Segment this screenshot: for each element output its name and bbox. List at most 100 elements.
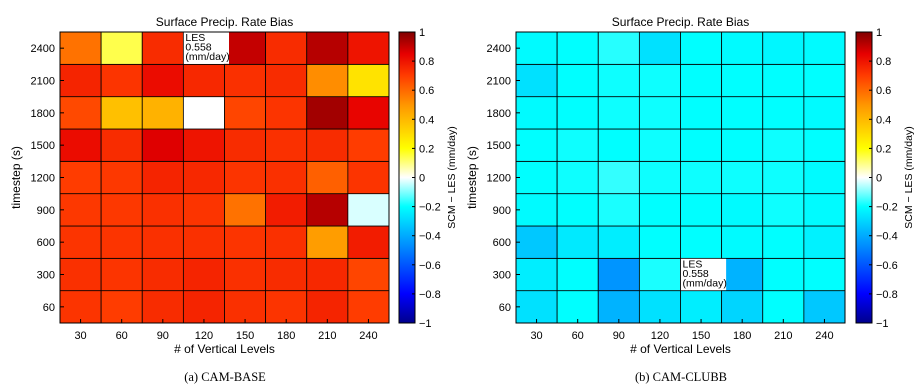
heatmap-cell	[59, 96, 102, 130]
heatmap-cell	[141, 31, 184, 65]
heatmap-cell	[638, 31, 681, 65]
annotation-line: 0.558	[683, 268, 709, 280]
heatmap-cell	[141, 290, 184, 324]
heatmap-cell	[803, 128, 846, 162]
heatmap-cell	[347, 193, 390, 227]
heatmap-cell	[680, 128, 723, 162]
colorbar-tick-label: −1	[876, 318, 889, 330]
heatmap-cell	[347, 96, 390, 130]
x-tick-label: 60	[572, 330, 584, 342]
heatmap-cell	[265, 225, 308, 259]
heatmap-cell	[224, 290, 267, 324]
y-tick-label: 2400	[31, 43, 55, 55]
heatmap-cell	[141, 63, 184, 98]
x-tick-label: 30	[74, 330, 86, 342]
colorbar-tick-label: 0	[876, 173, 882, 185]
heatmap-cell	[556, 31, 599, 65]
heatmap-cell	[100, 257, 143, 292]
heatmap-cell	[100, 128, 143, 162]
heatmap-cell	[515, 128, 558, 162]
heatmap-cell	[680, 31, 723, 65]
heatmap-cell	[680, 63, 723, 98]
heatmap-cell	[638, 160, 681, 195]
y-tick-label: 1200	[487, 173, 511, 185]
y-tick-label: 60	[499, 302, 511, 314]
annotation-box	[681, 258, 727, 291]
x-tick-label: 120	[651, 330, 669, 342]
y-tick-label: 1200	[31, 173, 55, 185]
heatmap-cell	[182, 193, 225, 227]
y-tick-label: 1800	[31, 108, 55, 120]
heatmap-cell	[224, 193, 267, 227]
heatmap-cell	[265, 128, 308, 162]
heatmap-cell	[762, 31, 805, 65]
heatmap-cell	[182, 160, 225, 195]
heatmap-cell	[515, 193, 558, 227]
heatmap-cell	[721, 193, 764, 227]
colorbar-tick-label: 1	[876, 27, 882, 39]
heatmap-cell	[556, 128, 599, 162]
heatmap-cell	[224, 63, 267, 98]
heatmap-cell	[721, 160, 764, 195]
heatmap-cell	[597, 193, 640, 227]
heatmap-cell	[556, 257, 599, 292]
heatmap-cell	[306, 193, 349, 227]
colorbar-tick-label: 0.2	[876, 143, 891, 155]
heatmap-cell	[597, 160, 640, 195]
y-tick-label: 300	[493, 270, 511, 282]
heatmap-cell	[59, 63, 102, 98]
heatmap-cell	[721, 63, 764, 98]
colorbar-tick-label: 1	[419, 27, 425, 39]
heatmap-cell	[762, 225, 805, 259]
heatmap-cell	[141, 193, 184, 227]
heatmap-cell	[265, 257, 308, 292]
heatmap-cell	[224, 225, 267, 259]
heatmap-cell	[680, 96, 723, 130]
heatmap-cell	[306, 31, 349, 65]
heatmap-cell	[638, 193, 681, 227]
heatmap-cell	[59, 160, 102, 195]
heatmap-cell	[556, 193, 599, 227]
y-tick-label: 600	[37, 237, 55, 249]
heatmap-cell	[347, 63, 390, 98]
heatmap-cell	[265, 96, 308, 130]
heatmap-cell	[182, 96, 225, 130]
heatmap-cell	[597, 290, 640, 324]
heatmap-cell	[803, 225, 846, 259]
heatmap-cell	[59, 193, 102, 227]
heatmap-cell	[182, 225, 225, 259]
heatmap-cell	[803, 63, 846, 98]
heatmap-cell	[347, 31, 390, 65]
heatmap-cell	[141, 257, 184, 292]
y-tick-label: 900	[493, 205, 511, 217]
x-tick-label: 210	[774, 330, 792, 342]
x-tick-label: 90	[157, 330, 169, 342]
heatmap-cell	[100, 160, 143, 195]
colorbar-tick-label: −0.8	[876, 289, 898, 301]
colorbar-tick-label: −1	[419, 318, 432, 330]
heatmap-cell	[597, 225, 640, 259]
heatmap-cell	[762, 128, 805, 162]
heatmap-cell	[803, 31, 846, 65]
heatmap-cell	[597, 257, 640, 292]
x-tick-label: 150	[236, 330, 254, 342]
heatmap-cell	[59, 257, 102, 292]
x-tick-label: 30	[530, 330, 542, 342]
heatmap-cell	[762, 96, 805, 130]
colorbar-tick-label: 0.6	[876, 85, 891, 97]
x-tick-label: 180	[733, 330, 751, 342]
heatmap-cell	[265, 193, 308, 227]
annotation-line: (mm/day)	[683, 277, 727, 289]
heatmap-cell	[803, 257, 846, 292]
heatmap-cell	[638, 128, 681, 162]
heatmap-cell	[306, 160, 349, 195]
heatmap-cell	[721, 225, 764, 259]
colorbar-tick-label: −0.8	[419, 289, 441, 301]
heatmap-cell	[265, 290, 308, 324]
y-axis-label: timestep (s)	[465, 146, 479, 209]
heatmap-cell	[680, 160, 723, 195]
heatmap-cell	[306, 257, 349, 292]
